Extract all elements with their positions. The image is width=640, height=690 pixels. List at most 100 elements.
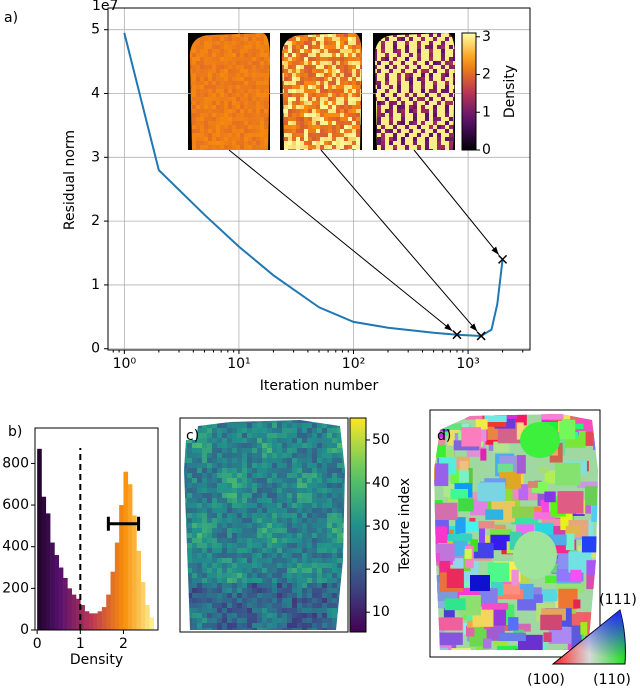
pixel xyxy=(397,97,402,102)
pixel xyxy=(292,518,298,524)
pixel xyxy=(377,97,382,102)
pixel xyxy=(296,81,301,86)
grain xyxy=(464,548,472,559)
pixel xyxy=(425,53,430,58)
pixel xyxy=(317,488,323,494)
pixel xyxy=(184,420,188,424)
pixel xyxy=(240,113,245,118)
pixel xyxy=(304,109,309,114)
pixel xyxy=(425,137,430,142)
pixel xyxy=(192,69,197,74)
pixel xyxy=(252,498,258,504)
pixel xyxy=(212,85,217,90)
pixel xyxy=(317,558,323,564)
pixel xyxy=(429,77,434,82)
pixel xyxy=(429,41,434,46)
pixel xyxy=(413,69,418,74)
pixel xyxy=(328,137,333,142)
pixel xyxy=(322,518,328,524)
grain xyxy=(527,481,538,488)
colorbar-tick-label: 10 xyxy=(372,604,390,620)
pixel xyxy=(222,458,228,464)
pixel xyxy=(197,628,203,630)
pixel xyxy=(252,508,258,514)
pixel xyxy=(297,493,303,499)
pixel xyxy=(337,428,343,434)
pixel xyxy=(307,483,313,489)
pixel xyxy=(292,588,298,594)
pixel xyxy=(264,125,269,130)
pixel xyxy=(207,428,213,434)
pixel xyxy=(413,45,418,50)
pixel xyxy=(217,463,223,469)
pixel xyxy=(216,113,221,118)
grain xyxy=(461,427,481,447)
pixel xyxy=(252,97,257,102)
pixel xyxy=(257,478,263,484)
pixel xyxy=(237,623,243,629)
pixel xyxy=(192,523,198,529)
pixel xyxy=(264,85,269,90)
pixel xyxy=(192,420,198,424)
pixel xyxy=(336,57,341,62)
pixel xyxy=(312,503,318,509)
pixel xyxy=(212,498,218,504)
pixel xyxy=(267,618,273,624)
pixel xyxy=(242,573,248,579)
pixel xyxy=(317,513,323,519)
pixel xyxy=(425,69,430,74)
pixel xyxy=(453,53,455,58)
pixel xyxy=(292,53,297,58)
pixel xyxy=(184,598,188,604)
pixel xyxy=(316,137,321,142)
pixel xyxy=(360,69,362,74)
pixel xyxy=(267,573,273,579)
pixel xyxy=(228,65,233,70)
pixel xyxy=(267,493,273,499)
pixel xyxy=(192,488,198,494)
axes-frame xyxy=(34,427,159,631)
pixel xyxy=(262,498,268,504)
pixel xyxy=(327,468,333,474)
pixel xyxy=(268,113,270,118)
pixel xyxy=(207,503,213,509)
pixel xyxy=(327,533,333,539)
pixel xyxy=(204,101,209,106)
grain xyxy=(540,499,550,513)
pixel xyxy=(217,613,223,619)
y-tick-label: 1 xyxy=(91,277,100,293)
pixel xyxy=(453,73,455,78)
pixel xyxy=(242,498,248,504)
pixel xyxy=(257,608,263,614)
pixel xyxy=(393,113,398,118)
pixel xyxy=(342,618,345,624)
pixel xyxy=(342,513,345,519)
pixel xyxy=(389,93,394,98)
pixel xyxy=(189,49,193,54)
pixel xyxy=(287,443,293,449)
pixel xyxy=(327,478,333,484)
pixel xyxy=(342,478,345,484)
pixel xyxy=(284,65,289,70)
pixel xyxy=(192,583,198,589)
pixel xyxy=(192,443,198,449)
pixel xyxy=(445,93,450,98)
pixel xyxy=(413,129,418,134)
pixel xyxy=(405,97,410,102)
pixel xyxy=(264,105,269,110)
pixel xyxy=(236,117,241,122)
pixel xyxy=(328,61,333,66)
pixel xyxy=(207,483,213,489)
pixel xyxy=(332,463,338,469)
pixel xyxy=(433,85,438,90)
pixel xyxy=(328,65,333,70)
pixel xyxy=(413,97,418,102)
pixel xyxy=(267,428,273,434)
pixel xyxy=(217,588,223,594)
pixel xyxy=(208,133,213,138)
pixel xyxy=(328,57,333,62)
pixel xyxy=(342,553,345,559)
pixel xyxy=(281,53,285,58)
pixel xyxy=(292,109,297,114)
pixel xyxy=(297,533,303,539)
